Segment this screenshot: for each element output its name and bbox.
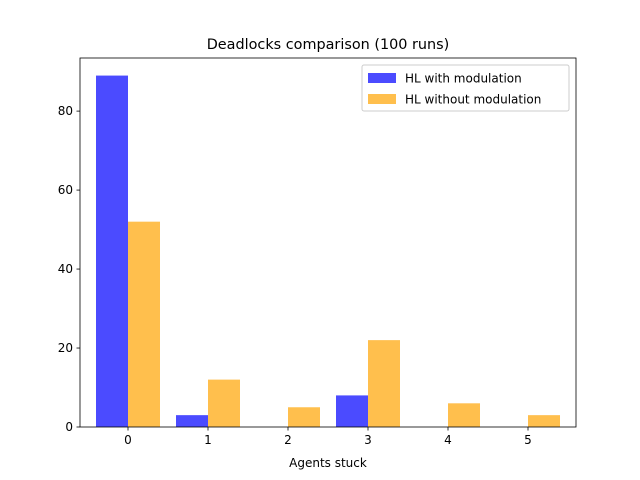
plot-frame [79,57,577,428]
x-tick-label: 0 [124,433,132,447]
bar-series-1-cat-5 [528,415,560,427]
y-tick-label: 80 [58,104,73,118]
legend-label: HL without modulation [405,93,541,107]
bar-series-1-cat-4 [448,403,480,427]
bar-series-1-cat-1 [208,379,240,427]
y-tick-label: 40 [58,262,73,276]
bar-series-1-cat-0 [128,221,160,427]
y-tick-label: 60 [58,183,73,197]
bar-series-0-cat-0 [96,75,128,428]
legend-swatch [368,73,396,83]
axes-layer: 0 1 2 3 4 5 0 20 40 60 80 [58,57,577,447]
x-tick-label: 3 [364,433,372,447]
legend-box [361,64,570,112]
x-tick-label: 2 [284,433,292,447]
x-tick-label: 1 [204,433,212,447]
x-tick-label: 5 [524,433,532,447]
legend-label: HL with modulation [405,72,522,86]
bar-series-1-cat-2 [288,407,320,427]
x-tick-label: 4 [444,433,452,447]
legend-swatch [368,94,396,104]
bar-series-0-cat-1 [176,415,208,427]
bars-layer [96,75,560,428]
bar-series-1-cat-3 [368,340,400,427]
chart-title: Deadlocks comparison (100 runs) [207,37,450,53]
y-tick-label: 0 [65,420,73,434]
legend: HL with modulation HL without modulation [361,64,570,112]
x-axis-label: Agents stuck [289,456,367,470]
y-tick-label: 20 [58,341,73,355]
bar-series-0-cat-3 [336,395,368,427]
